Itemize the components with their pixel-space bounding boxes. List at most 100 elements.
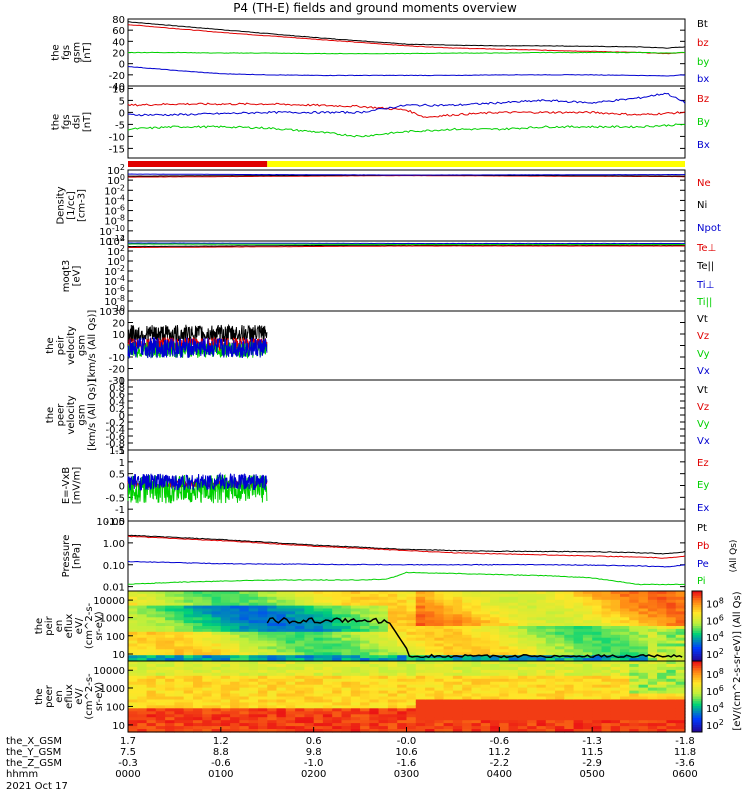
heatmap-cell — [527, 726, 538, 730]
heatmap-cell — [415, 620, 426, 624]
heatmap-cell — [174, 717, 185, 721]
heatmap-cell — [443, 593, 454, 598]
heatmap-cell — [647, 631, 658, 636]
heatmap-cell — [211, 614, 222, 618]
heatmap-cell — [462, 664, 473, 668]
heatmap-cell — [666, 614, 677, 618]
heatmap-cell — [258, 705, 268, 709]
heatmap-cell — [295, 637, 305, 642]
heatmap-cell — [592, 617, 603, 621]
heatmap-cell — [183, 596, 194, 601]
heatmap-cell — [675, 675, 686, 680]
heatmap-cell — [508, 714, 519, 718]
heatmap-cell — [193, 666, 203, 671]
heatmap-cell — [517, 661, 528, 665]
heatmap-cell — [555, 620, 565, 624]
xaxis-value-0-6: -1.8 — [675, 736, 695, 747]
xaxis-value-0-1: 1.2 — [213, 736, 229, 747]
heatmap-cell — [508, 690, 519, 695]
ytick-label-fgs_gsm: -40 — [109, 82, 125, 93]
heatmap-cell — [369, 614, 380, 618]
heatmap-cell — [425, 646, 435, 650]
heatmap-cell — [610, 690, 621, 695]
heatmap-cell — [610, 626, 621, 630]
heatmap-cell — [592, 626, 603, 630]
heatmap-cell — [202, 599, 213, 604]
heatmap-cell — [137, 637, 148, 642]
heatmap-cell — [183, 675, 194, 680]
heatmap-cell — [582, 626, 593, 630]
heatmap-cell — [601, 705, 612, 709]
heatmap-cell — [137, 602, 148, 607]
heatmap-cell — [350, 652, 361, 656]
heatmap-cell — [490, 608, 500, 612]
heatmap-cell — [545, 599, 556, 604]
heatmap-cell — [601, 714, 612, 718]
heatmap-cell — [378, 693, 389, 698]
heatmap-cell — [360, 640, 370, 645]
heatmap-cell — [666, 729, 677, 733]
heatmap-cell — [202, 631, 213, 636]
heatmap-cell — [258, 714, 268, 718]
heatmap-cell — [443, 672, 454, 677]
heatmap-cell — [592, 658, 603, 662]
heatmap-cell — [508, 646, 519, 650]
heatmap-cell — [555, 675, 565, 680]
heatmap-cell — [675, 605, 686, 610]
heatmap-cell — [406, 626, 417, 630]
heatmap-cell — [638, 723, 649, 727]
heatmap-cell — [267, 711, 278, 715]
heatmap-cell — [239, 705, 250, 709]
status-bar-red — [128, 161, 268, 167]
heatmap-cell — [592, 637, 603, 642]
heatmap-cell — [517, 669, 528, 674]
heatmap-cell — [657, 614, 667, 618]
heatmap-cell — [258, 596, 268, 601]
heatmap-cell — [369, 643, 380, 647]
heatmap-cell — [387, 611, 398, 615]
heatmap-cell — [202, 593, 213, 598]
heatmap-cell — [230, 640, 240, 645]
heatmap-cell — [155, 684, 166, 689]
heatmap-cell — [508, 672, 519, 677]
heatmap-cell — [564, 723, 575, 727]
heatmap-cell — [174, 664, 185, 668]
heatmap-cell — [480, 599, 491, 604]
heatmap-cell — [146, 702, 157, 706]
heatmap-cell — [582, 678, 593, 683]
heatmap-cell — [248, 681, 259, 686]
heatmap-cell — [555, 666, 565, 671]
heatmap-cell — [378, 684, 389, 689]
heatmap-cell — [202, 658, 213, 662]
heatmap-cell — [647, 611, 658, 615]
heatmap-cell — [332, 678, 343, 683]
heatmap-cell — [248, 711, 259, 715]
heatmap-cell — [128, 708, 138, 712]
heatmap-cell — [564, 711, 575, 715]
heatmap-cell — [471, 684, 482, 689]
heatmap-cell — [573, 652, 584, 656]
heatmap-cell — [545, 699, 556, 704]
heatmap-cell — [452, 720, 463, 724]
heatmap-cell — [155, 631, 166, 636]
heatmap-cell — [601, 675, 612, 680]
heatmap-cell — [258, 672, 268, 677]
heatmap-cell — [657, 602, 667, 607]
heatmap-cell — [675, 646, 686, 650]
heatmap-cell — [248, 720, 259, 724]
heatmap-cell — [657, 652, 667, 656]
heatmap-cell — [174, 723, 185, 727]
heatmap-cell — [387, 714, 398, 718]
heatmap-cell — [230, 599, 240, 604]
heatmap-cell — [360, 605, 370, 610]
heatmap-cell — [527, 723, 538, 727]
heatmap-cell — [137, 623, 148, 627]
heatmap-cell — [183, 672, 194, 677]
heatmap-cell — [267, 614, 278, 618]
heatmap-cell — [369, 640, 380, 645]
heatmap-cell — [601, 614, 612, 618]
heatmap-cell — [128, 678, 138, 683]
heatmap-cell — [341, 596, 352, 601]
heatmap-cell — [146, 608, 157, 612]
heatmap-cell — [211, 678, 222, 683]
